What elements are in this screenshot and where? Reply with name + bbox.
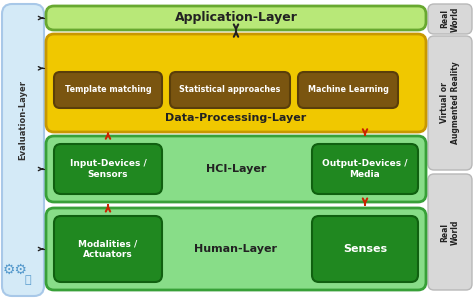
FancyBboxPatch shape bbox=[170, 72, 290, 108]
FancyBboxPatch shape bbox=[54, 144, 162, 194]
FancyBboxPatch shape bbox=[428, 174, 472, 290]
Text: Real
World: Real World bbox=[440, 6, 460, 32]
FancyBboxPatch shape bbox=[46, 208, 426, 290]
FancyBboxPatch shape bbox=[46, 136, 426, 202]
FancyBboxPatch shape bbox=[46, 34, 426, 132]
Text: Senses: Senses bbox=[343, 244, 387, 254]
Text: Output-Devices /
Media: Output-Devices / Media bbox=[322, 159, 408, 179]
Text: Application-Layer: Application-Layer bbox=[174, 11, 298, 25]
Text: Statistical approaches: Statistical approaches bbox=[179, 85, 281, 94]
FancyBboxPatch shape bbox=[428, 36, 472, 170]
Text: Real
World: Real World bbox=[440, 219, 460, 245]
Text: Data-Processing-Layer: Data-Processing-Layer bbox=[165, 113, 307, 123]
FancyBboxPatch shape bbox=[46, 6, 426, 30]
Text: HCI-Layer: HCI-Layer bbox=[206, 164, 266, 174]
FancyBboxPatch shape bbox=[54, 216, 162, 282]
Text: Evaluation-Layer: Evaluation-Layer bbox=[18, 80, 27, 160]
Text: ⚙⚙: ⚙⚙ bbox=[2, 263, 27, 277]
FancyBboxPatch shape bbox=[428, 4, 472, 34]
Text: Machine Learning: Machine Learning bbox=[308, 85, 388, 94]
Text: Virtual or
Augmented Reality: Virtual or Augmented Reality bbox=[440, 61, 460, 144]
Text: Modalities /
Actuators: Modalities / Actuators bbox=[78, 239, 137, 259]
FancyBboxPatch shape bbox=[312, 144, 418, 194]
FancyBboxPatch shape bbox=[54, 72, 162, 108]
FancyBboxPatch shape bbox=[2, 4, 44, 296]
Text: Template matching: Template matching bbox=[64, 85, 151, 94]
Text: 🔍: 🔍 bbox=[25, 275, 31, 285]
FancyBboxPatch shape bbox=[312, 216, 418, 282]
Text: Human-Layer: Human-Layer bbox=[194, 244, 277, 254]
FancyBboxPatch shape bbox=[298, 72, 398, 108]
Text: Input-Devices /
Sensors: Input-Devices / Sensors bbox=[70, 159, 146, 179]
